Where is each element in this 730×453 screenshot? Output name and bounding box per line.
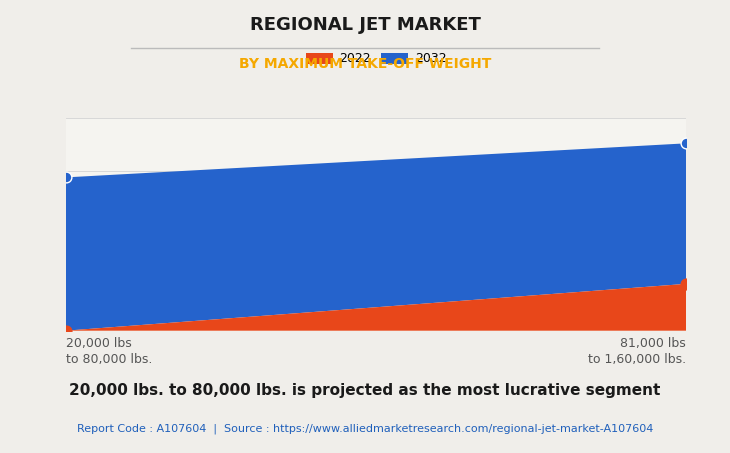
Text: Report Code : A107604  |  Source : https://www.alliedmarketresearch.com/regional: Report Code : A107604 | Source : https:/… (77, 424, 653, 434)
Text: BY MAXIMUM TAKE-OFF WEIGHT: BY MAXIMUM TAKE-OFF WEIGHT (239, 57, 491, 71)
Text: 81,000 lbs: 81,000 lbs (620, 337, 686, 351)
Text: REGIONAL JET MARKET: REGIONAL JET MARKET (250, 16, 480, 34)
Legend: 2022, 2032: 2022, 2032 (301, 48, 451, 70)
Point (680, 280, 692, 288)
Point (680, 140, 692, 147)
Text: to 1,60,000 lbs.: to 1,60,000 lbs. (588, 353, 686, 366)
Text: 20,000 lbs. to 80,000 lbs. is projected as the most lucrative segment: 20,000 lbs. to 80,000 lbs. is projected … (69, 383, 661, 398)
Text: 20,000 lbs: 20,000 lbs (66, 337, 131, 351)
Polygon shape (66, 284, 686, 331)
Text: to 80,000 lbs.: to 80,000 lbs. (66, 353, 152, 366)
Polygon shape (66, 143, 686, 331)
Point (60, 174, 72, 181)
Point (60, 327, 72, 334)
